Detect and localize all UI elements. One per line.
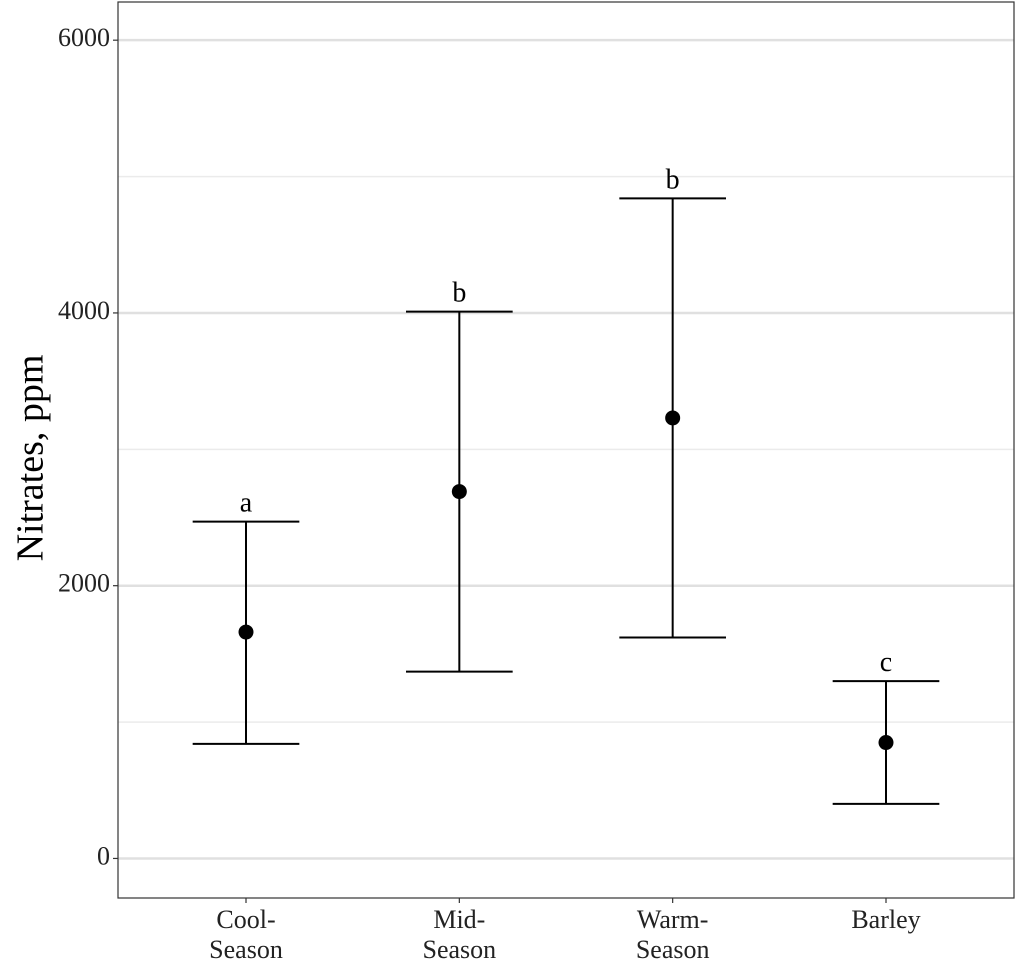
y-tick-label: 0 [97, 841, 110, 870]
point [451, 484, 467, 500]
x-tick-label: Cool-Season [209, 905, 283, 961]
point [665, 410, 681, 426]
y-axis-title: Nitrates, ppm [10, 355, 52, 562]
annotation: c [880, 647, 892, 678]
annotation: b [452, 278, 466, 309]
x-tick-label: Warm-Season [636, 905, 710, 961]
x-tick-label: Barley [851, 905, 920, 934]
x-tick-label: Mid-Season [422, 905, 496, 961]
point [238, 624, 254, 640]
annotation: a [240, 488, 253, 519]
point [878, 735, 894, 751]
y-tick-label: 2000 [58, 569, 110, 598]
y-tick-label: 4000 [58, 296, 110, 325]
annotation: b [666, 164, 680, 195]
plot-panel [117, 1, 1015, 899]
y-tick-label: 6000 [58, 23, 110, 52]
